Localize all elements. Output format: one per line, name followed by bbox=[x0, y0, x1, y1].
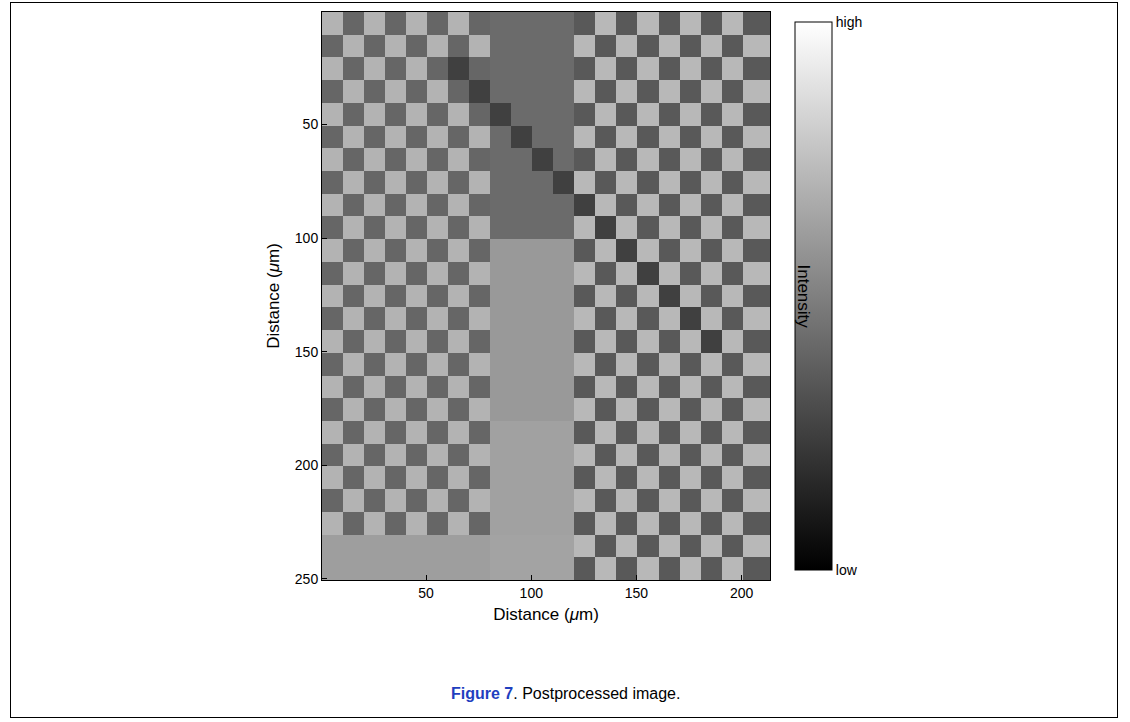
svg-text:Distance (μm): Distance (μm) bbox=[493, 605, 599, 624]
svg-text:Figure 7. Postprocessed image.: Figure 7. Postprocessed image. bbox=[451, 685, 680, 702]
svg-text:low: low bbox=[836, 562, 858, 578]
svg-text:200: 200 bbox=[295, 457, 319, 473]
svg-text:50: 50 bbox=[418, 585, 434, 601]
svg-text:100: 100 bbox=[520, 585, 544, 601]
svg-text:250: 250 bbox=[295, 571, 319, 587]
svg-text:50: 50 bbox=[303, 116, 319, 132]
svg-text:Distance (μm): Distance (μm) bbox=[264, 243, 283, 349]
svg-text:150: 150 bbox=[625, 585, 649, 601]
svg-text:Intensity: Intensity bbox=[794, 265, 813, 329]
svg-text:150: 150 bbox=[295, 344, 319, 360]
svg-text:100: 100 bbox=[295, 230, 319, 246]
svg-text:high: high bbox=[836, 14, 862, 30]
svg-text:200: 200 bbox=[730, 585, 754, 601]
